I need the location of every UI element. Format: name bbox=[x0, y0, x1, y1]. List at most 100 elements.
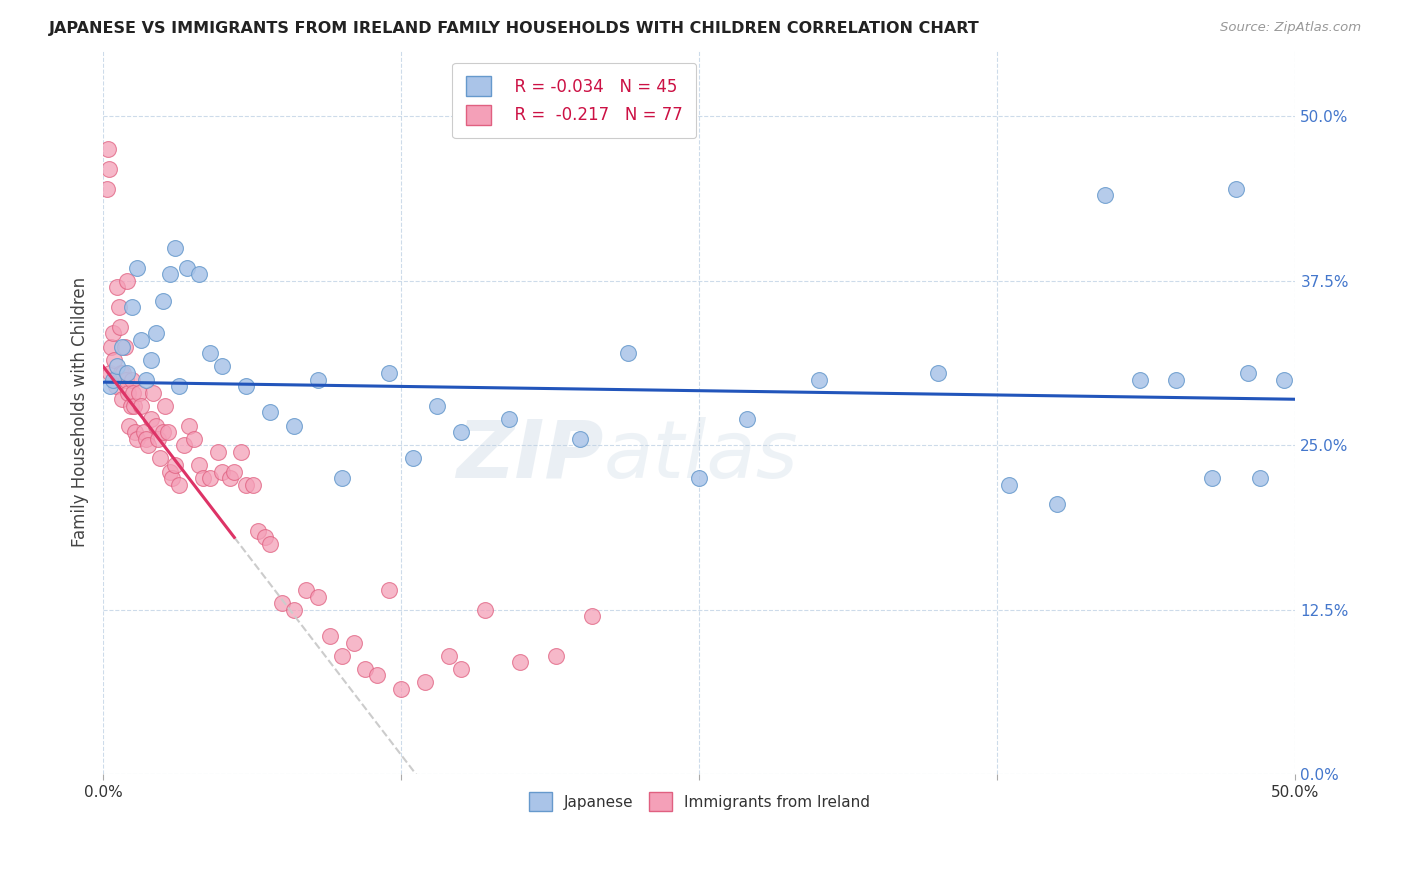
Point bbox=[330, 648, 353, 663]
Point bbox=[1236, 366, 1258, 380]
Point bbox=[1272, 372, 1295, 386]
Point bbox=[107, 280, 129, 294]
Point bbox=[111, 340, 134, 354]
Point bbox=[354, 662, 377, 676]
Point bbox=[259, 537, 281, 551]
Point bbox=[156, 425, 179, 439]
Text: ZIP: ZIP bbox=[457, 417, 605, 495]
Point bbox=[474, 603, 496, 617]
Point bbox=[118, 418, 141, 433]
Point bbox=[450, 662, 472, 676]
Point bbox=[283, 603, 305, 617]
Point bbox=[366, 668, 388, 682]
Point bbox=[122, 399, 145, 413]
Point bbox=[128, 385, 150, 400]
Point bbox=[307, 372, 329, 386]
Point bbox=[117, 385, 139, 400]
Point bbox=[402, 451, 425, 466]
Point bbox=[247, 524, 270, 538]
Point bbox=[259, 405, 281, 419]
Point bbox=[295, 582, 318, 597]
Point bbox=[135, 372, 157, 386]
Point bbox=[169, 477, 191, 491]
Point bbox=[111, 392, 134, 407]
Point bbox=[389, 681, 412, 696]
Point bbox=[271, 596, 294, 610]
Legend: Japanese, Immigrants from Ireland: Japanese, Immigrants from Ireland bbox=[523, 786, 876, 817]
Point bbox=[145, 326, 167, 341]
Point bbox=[98, 379, 121, 393]
Point bbox=[218, 471, 240, 485]
Point bbox=[98, 366, 121, 380]
Point bbox=[211, 359, 233, 374]
Point bbox=[211, 465, 233, 479]
Point bbox=[200, 346, 222, 360]
Point bbox=[115, 366, 138, 380]
Point bbox=[135, 432, 157, 446]
Point bbox=[224, 465, 246, 479]
Point bbox=[207, 445, 229, 459]
Point bbox=[121, 300, 143, 314]
Point bbox=[129, 399, 152, 413]
Point bbox=[152, 425, 174, 439]
Point bbox=[104, 372, 127, 386]
Point bbox=[450, 425, 472, 439]
Text: JAPANESE VS IMMIGRANTS FROM IRELAND FAMILY HOUSEHOLDS WITH CHILDREN CORRELATION : JAPANESE VS IMMIGRANTS FROM IRELAND FAMI… bbox=[49, 21, 980, 36]
Point bbox=[114, 372, 136, 386]
Point bbox=[307, 590, 329, 604]
Point bbox=[426, 399, 449, 413]
Point bbox=[735, 412, 758, 426]
Point bbox=[187, 267, 209, 281]
Point bbox=[146, 432, 169, 446]
Point bbox=[1094, 188, 1116, 202]
Point bbox=[200, 471, 222, 485]
Point bbox=[1166, 372, 1188, 386]
Point bbox=[121, 372, 143, 386]
Point bbox=[124, 425, 146, 439]
Y-axis label: Family Households with Children: Family Households with Children bbox=[72, 277, 89, 548]
Point bbox=[125, 260, 148, 275]
Point bbox=[569, 432, 592, 446]
Point bbox=[1129, 372, 1152, 386]
Text: Source: ZipAtlas.com: Source: ZipAtlas.com bbox=[1220, 21, 1361, 34]
Point bbox=[138, 438, 160, 452]
Point bbox=[342, 635, 364, 649]
Point bbox=[235, 379, 257, 393]
Point bbox=[1046, 498, 1069, 512]
Point bbox=[101, 326, 124, 341]
Point bbox=[242, 477, 264, 491]
Point bbox=[97, 142, 120, 156]
Point bbox=[378, 366, 401, 380]
Point bbox=[101, 372, 124, 386]
Point bbox=[159, 465, 181, 479]
Point bbox=[139, 412, 162, 426]
Point bbox=[110, 366, 132, 380]
Point bbox=[509, 656, 531, 670]
Point bbox=[546, 648, 568, 663]
Point bbox=[176, 260, 198, 275]
Point bbox=[378, 582, 401, 597]
Point bbox=[283, 418, 305, 433]
Point bbox=[183, 432, 205, 446]
Point bbox=[132, 425, 155, 439]
Point bbox=[169, 379, 191, 393]
Point bbox=[108, 319, 131, 334]
Point bbox=[927, 366, 949, 380]
Point bbox=[125, 432, 148, 446]
Point bbox=[107, 300, 129, 314]
Point bbox=[173, 438, 195, 452]
Point bbox=[100, 340, 122, 354]
Text: atlas: atlas bbox=[605, 417, 799, 495]
Point bbox=[149, 451, 172, 466]
Point bbox=[231, 445, 253, 459]
Point bbox=[330, 471, 353, 485]
Point bbox=[105, 379, 128, 393]
Point bbox=[103, 352, 125, 367]
Point bbox=[498, 412, 520, 426]
Point bbox=[152, 293, 174, 308]
Point bbox=[177, 418, 200, 433]
Point bbox=[107, 359, 129, 374]
Point bbox=[98, 162, 121, 177]
Point bbox=[807, 372, 830, 386]
Point bbox=[139, 352, 162, 367]
